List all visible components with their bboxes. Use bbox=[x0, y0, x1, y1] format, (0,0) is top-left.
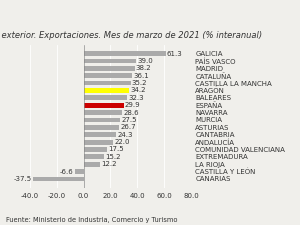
Bar bbox=[83, 66, 135, 71]
Title: Comercio exterior. Exportaciones. Mes de marzo de 2021 (% interanual): Comercio exterior. Exportaciones. Mes de… bbox=[0, 31, 262, 40]
Text: 26.7: 26.7 bbox=[121, 124, 136, 130]
Bar bbox=[83, 58, 136, 63]
Bar bbox=[83, 154, 104, 159]
Text: 34.2: 34.2 bbox=[130, 88, 146, 93]
Text: 27.5: 27.5 bbox=[122, 117, 137, 123]
Text: 39.0: 39.0 bbox=[137, 58, 153, 64]
Bar bbox=[83, 81, 131, 86]
Bar bbox=[83, 88, 130, 93]
Bar bbox=[75, 169, 83, 174]
Bar bbox=[83, 118, 121, 122]
Bar bbox=[33, 177, 83, 181]
Text: -37.5: -37.5 bbox=[14, 176, 32, 182]
Bar bbox=[83, 95, 127, 100]
Bar bbox=[83, 125, 119, 130]
Bar bbox=[83, 103, 124, 108]
Text: 38.2: 38.2 bbox=[136, 65, 152, 71]
Text: 36.1: 36.1 bbox=[133, 73, 149, 79]
Text: 35.2: 35.2 bbox=[132, 80, 147, 86]
Text: 32.3: 32.3 bbox=[128, 95, 144, 101]
Text: Fuente: Ministerio de Industria, Comercio y Turismo: Fuente: Ministerio de Industria, Comerci… bbox=[6, 217, 178, 223]
Bar bbox=[83, 140, 113, 144]
Text: 61.3: 61.3 bbox=[167, 51, 183, 57]
Text: 29.9: 29.9 bbox=[125, 102, 140, 108]
Bar bbox=[83, 132, 116, 137]
Text: 24.3: 24.3 bbox=[117, 132, 133, 138]
Bar bbox=[83, 162, 100, 167]
Text: 22.0: 22.0 bbox=[114, 139, 130, 145]
Bar bbox=[83, 147, 107, 152]
Bar bbox=[83, 73, 132, 78]
Text: 28.6: 28.6 bbox=[123, 110, 139, 116]
Text: 12.2: 12.2 bbox=[101, 161, 116, 167]
Bar bbox=[83, 51, 166, 56]
Text: -6.6: -6.6 bbox=[60, 169, 74, 175]
Text: 17.5: 17.5 bbox=[108, 146, 124, 153]
Bar bbox=[83, 110, 122, 115]
Text: 15.2: 15.2 bbox=[105, 154, 121, 160]
